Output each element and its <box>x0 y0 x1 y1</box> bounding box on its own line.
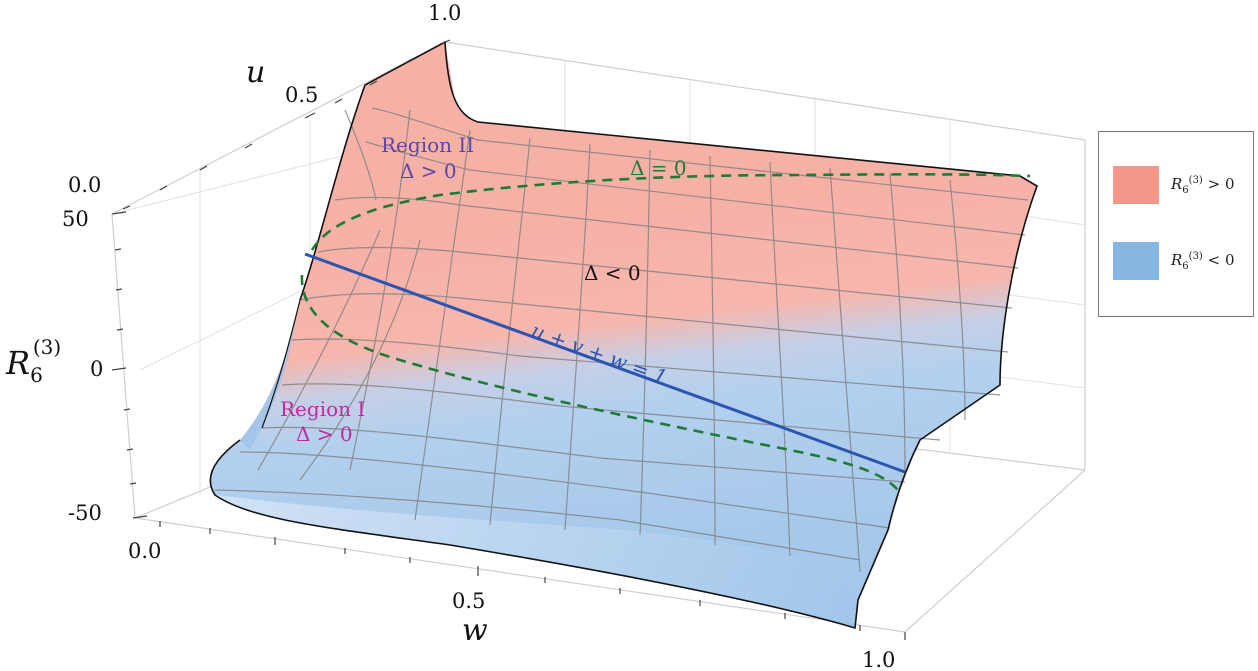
z-tick-neg50: -50 <box>68 501 102 525</box>
legend-swatch-negative <box>1113 242 1159 280</box>
u-tick-05: 0.5 <box>285 83 318 107</box>
z-axis-label-base: R <box>5 344 30 382</box>
u-axis-label: u <box>246 55 265 90</box>
surface-mesh <box>214 107 1029 573</box>
legend-item-negative: R6(3) < 0 <box>1113 242 1235 280</box>
u-tick-0: 0.0 <box>68 173 101 197</box>
surface <box>210 42 1037 628</box>
delta-negative-label: Δ < 0 <box>584 261 641 285</box>
w-tick-1: 1.0 <box>862 648 895 671</box>
w-axis-label: w <box>462 613 488 648</box>
w-tick-0: 0.0 <box>128 539 161 563</box>
region2-condition: Δ > 0 <box>400 159 457 183</box>
z-axis-label-sub: 6 <box>30 363 43 387</box>
tick-marks <box>111 39 906 640</box>
legend-label-negative: R6(3) < 0 <box>1171 250 1235 272</box>
delta-zero-curve <box>300 173 1031 491</box>
u-tick-1: 1.0 <box>428 1 461 25</box>
z-axis-label-sup: (3) <box>33 335 61 359</box>
surface-left-crease <box>261 299 301 429</box>
surface-left-edge <box>240 300 300 450</box>
surface-top <box>210 42 1037 600</box>
z-tick-0: 0 <box>90 357 103 381</box>
legend-label-positive: R6(3) > 0 <box>1171 174 1235 196</box>
legend: R6(3) > 0 R6(3) < 0 <box>1098 131 1254 317</box>
region1-condition: Δ > 0 <box>296 422 353 446</box>
plane-intersection-line <box>304 252 906 474</box>
region1-title: Region I <box>280 397 365 421</box>
z-tick-50: 50 <box>62 207 89 231</box>
region2-title: Region II <box>381 133 474 157</box>
z-axis-label: R6 (3) <box>5 335 61 387</box>
surface-skirt <box>215 495 858 628</box>
w-tick-05: 0.5 <box>452 589 485 613</box>
delta-zero-label: Δ = 0 <box>630 156 687 180</box>
legend-item-positive: R6(3) > 0 <box>1113 166 1235 204</box>
legend-swatch-positive <box>1113 166 1159 204</box>
